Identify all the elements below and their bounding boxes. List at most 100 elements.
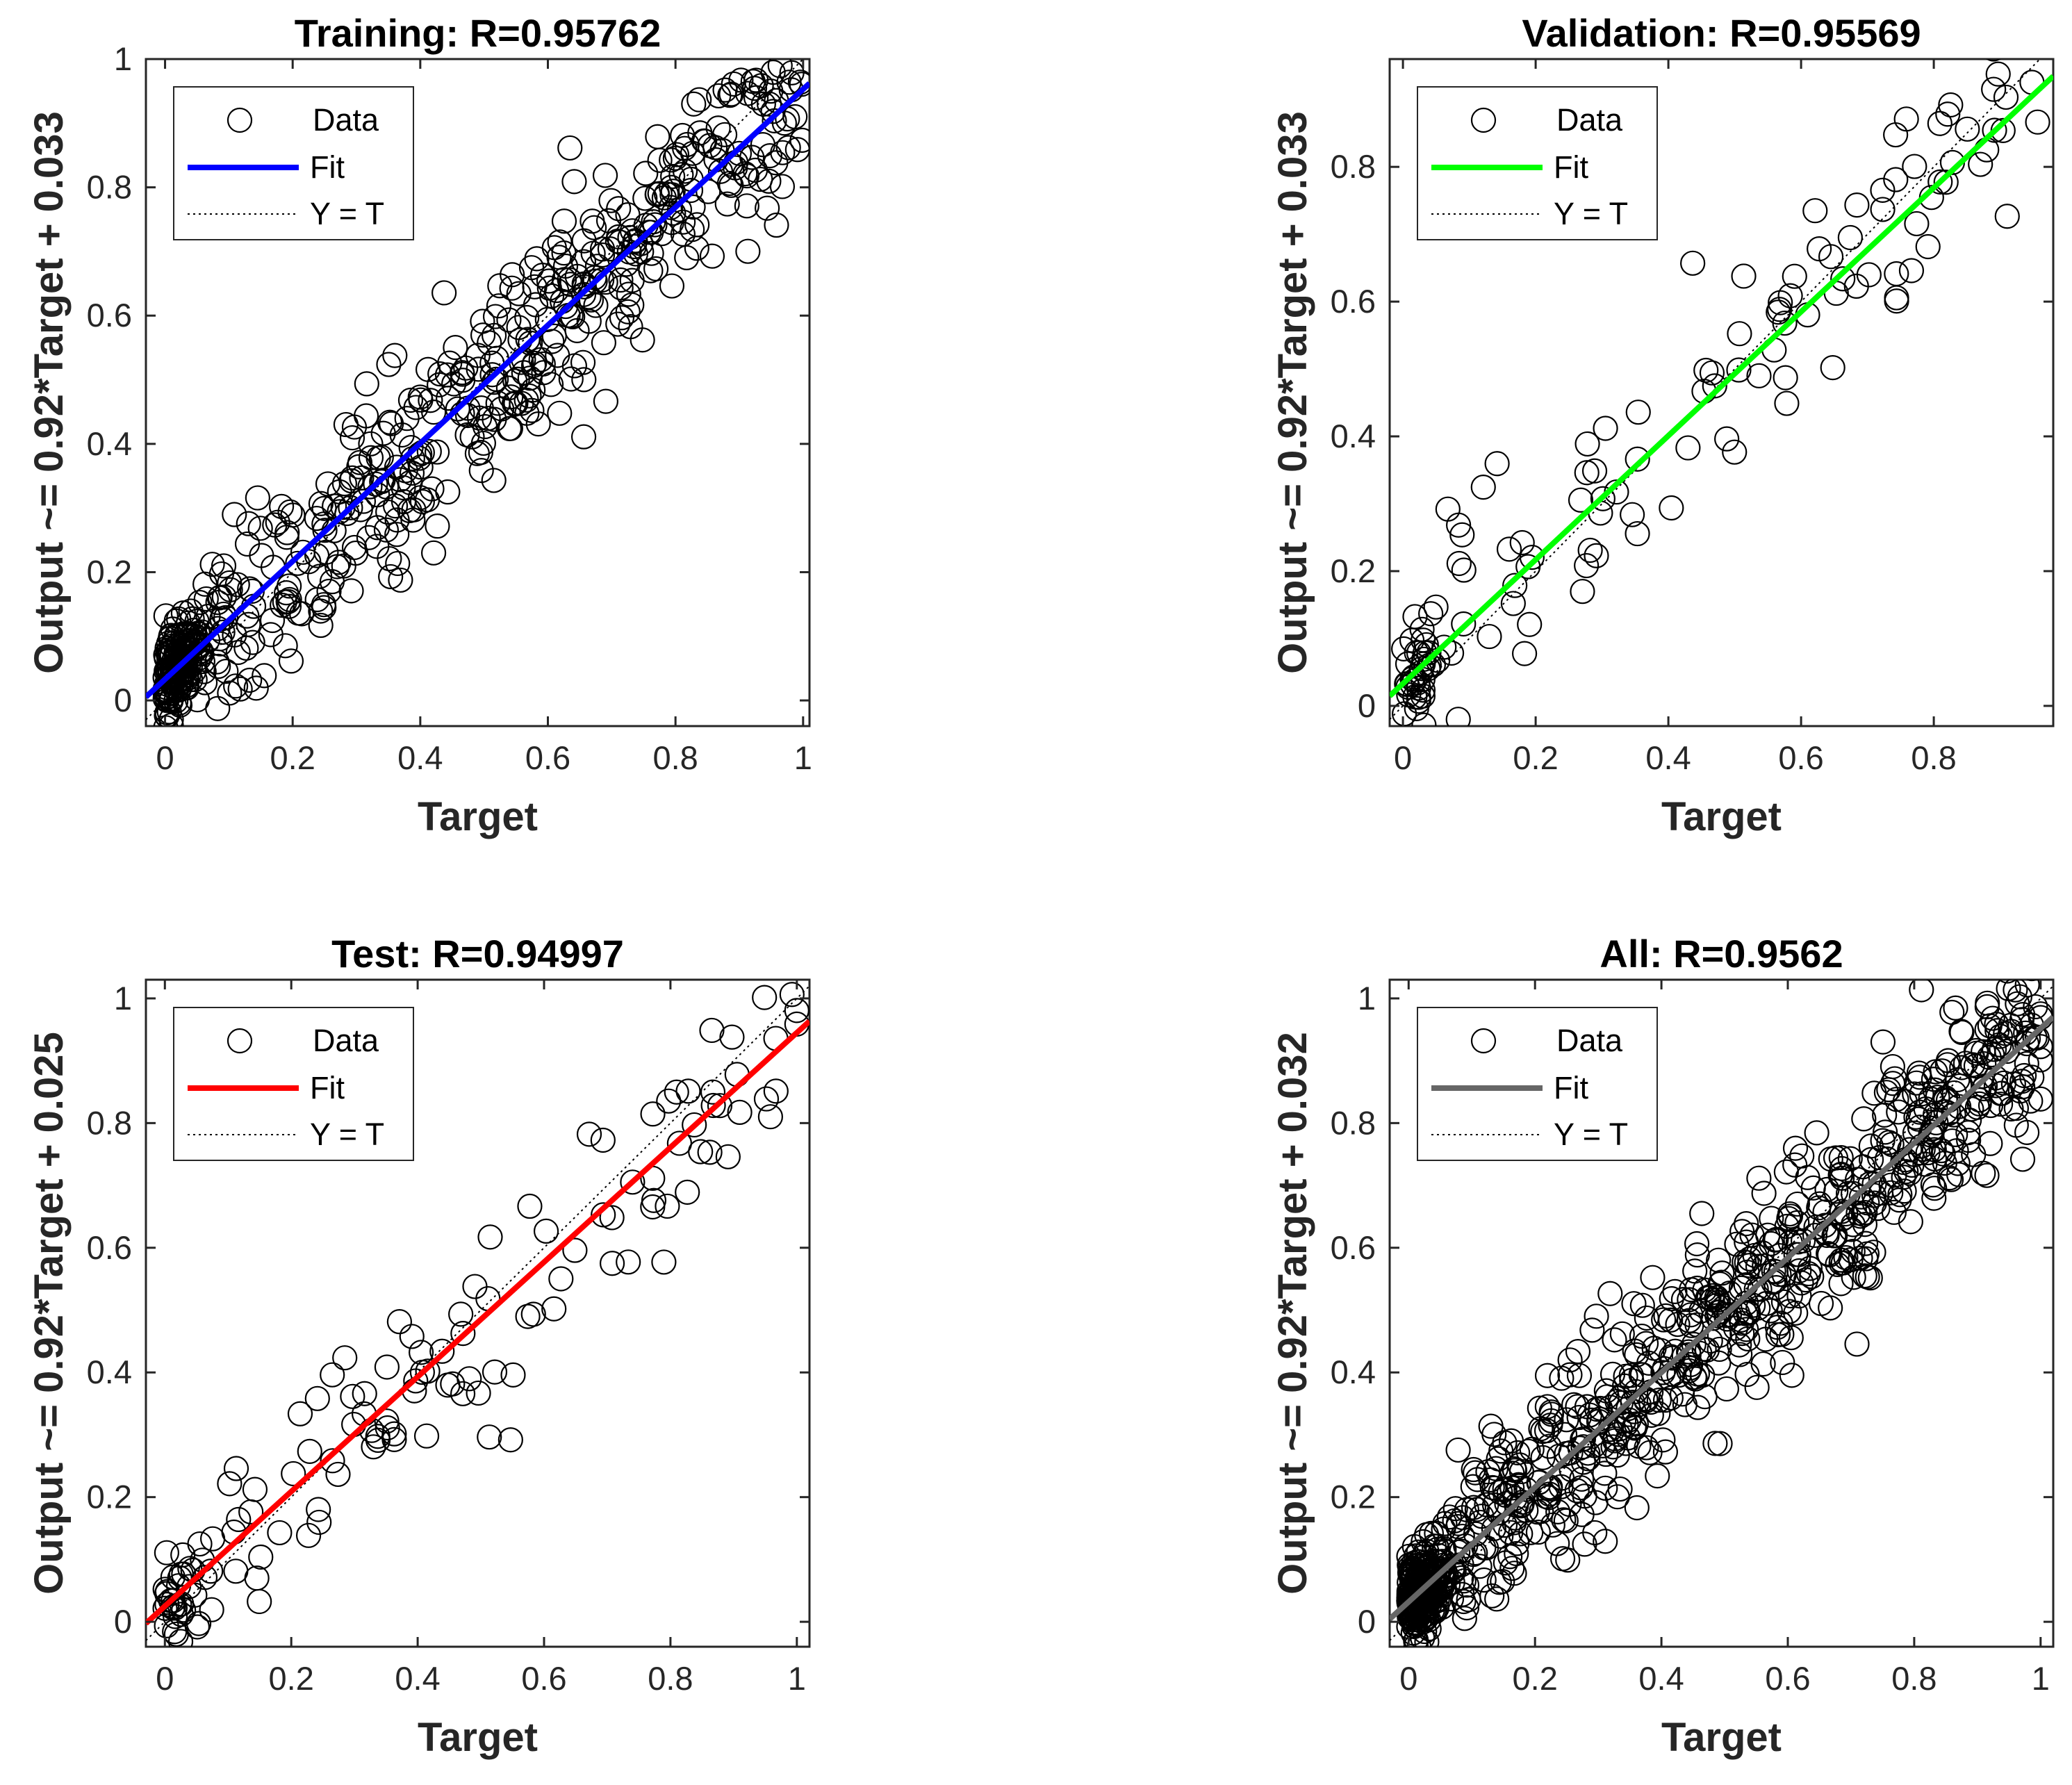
y-tick-label: 0.8 <box>87 169 132 206</box>
x-tick-label: 0.6 <box>1778 739 1823 776</box>
y-tick-label: 0.4 <box>87 425 132 462</box>
y-tick-label: 0.4 <box>1331 418 1376 454</box>
data-point <box>171 1597 197 1623</box>
data-point <box>1600 1434 1626 1460</box>
data-point <box>1830 266 1856 292</box>
data-point <box>468 458 494 484</box>
data-point <box>1736 1253 1762 1278</box>
data-point <box>1621 1291 1647 1317</box>
data-point <box>580 240 606 266</box>
chart-title: Test: R=0.94997 <box>331 932 624 976</box>
x-tick-label: 1 <box>794 739 812 776</box>
data-point <box>281 1461 306 1487</box>
y-tick-label: 0.4 <box>87 1354 132 1390</box>
data-point <box>1597 1281 1623 1306</box>
data-point <box>415 1358 441 1384</box>
data-point <box>1893 1159 1919 1185</box>
data-point <box>384 507 410 533</box>
legend: Data Fit Y = T <box>1417 86 1658 240</box>
y-tick-label: 0.6 <box>1331 1229 1376 1266</box>
data-point <box>1646 1388 1672 1413</box>
data-point <box>700 1092 726 1119</box>
data-point <box>1574 460 1600 486</box>
data-point <box>227 676 253 702</box>
data-point <box>1566 1404 1592 1431</box>
data-point <box>152 1595 178 1621</box>
x-tick-label: 0.4 <box>395 1660 440 1697</box>
data-point <box>2007 935 2030 958</box>
legend-fit-label: Fit <box>1554 149 1588 185</box>
data-point <box>1401 1604 1426 1629</box>
data-point <box>615 299 641 324</box>
data-point <box>1467 1554 1493 1579</box>
data-point <box>1584 543 1609 568</box>
data-point <box>1782 1152 1808 1178</box>
data-point <box>1818 244 1844 270</box>
data-point <box>1625 446 1650 472</box>
data-point <box>1705 1287 1731 1313</box>
data-point <box>1624 1495 1650 1521</box>
data-point <box>1488 1479 1513 1505</box>
data-point <box>2024 1025 2050 1051</box>
data-point <box>1873 1119 1898 1145</box>
data-point <box>1484 1586 1510 1612</box>
data-point <box>1488 1523 1514 1549</box>
data-point <box>198 1558 224 1584</box>
data-point <box>1861 1183 1887 1208</box>
data-point <box>290 539 316 565</box>
data-point <box>1770 1349 1795 1376</box>
data-point <box>217 1471 242 1497</box>
data-point <box>1853 1246 1879 1272</box>
data-point <box>570 424 597 450</box>
data-point <box>541 1296 567 1322</box>
data-point <box>308 491 334 516</box>
data-point <box>741 75 768 101</box>
data-point <box>354 371 379 397</box>
data-point <box>1912 1151 1938 1177</box>
data-point <box>1988 1091 2014 1117</box>
data-point <box>262 512 288 538</box>
data-point <box>1717 1281 1743 1306</box>
data-point <box>1922 1176 1948 1201</box>
data-point <box>592 163 618 188</box>
data-point <box>671 209 696 235</box>
data-point <box>1714 426 1740 452</box>
data-point <box>1526 1470 1552 1495</box>
data-point <box>1538 1412 1563 1438</box>
data-point <box>692 129 718 154</box>
data-point <box>1823 1145 1849 1171</box>
data-point <box>1744 1374 1770 1400</box>
data-point <box>482 1359 508 1385</box>
legend-identity-label: Y = T <box>310 196 384 231</box>
panel-all: 0 0.2 0.4 0.6 0.8 1 0 0.2 0.4 0.6 0.8 1 All: R=0.956… <box>1270 932 2055 1760</box>
data-point <box>1828 1271 1854 1297</box>
data-point <box>1746 1165 1772 1191</box>
data-point <box>1461 1456 1486 1483</box>
data-point <box>1777 1203 1804 1229</box>
data-point <box>1774 1213 1800 1240</box>
data-point <box>1745 1295 1771 1321</box>
data-point <box>1629 1292 1655 1318</box>
data-point <box>734 193 759 219</box>
data-point <box>1634 1435 1659 1461</box>
data-point <box>1453 1533 1479 1558</box>
data-point <box>1757 1298 1783 1324</box>
data-point <box>388 567 413 593</box>
data-point <box>470 430 496 456</box>
data-point <box>1570 1426 1595 1452</box>
data-point <box>1431 1516 1456 1542</box>
data-point <box>306 1497 331 1522</box>
data-point <box>252 663 277 689</box>
data-point <box>1451 557 1477 583</box>
data-point <box>1784 1191 1811 1217</box>
data-point <box>1460 1474 1486 1499</box>
data-point <box>1581 458 1608 484</box>
data-point <box>1795 1165 1820 1190</box>
data-point <box>2023 994 2048 1020</box>
data-point <box>509 390 534 416</box>
data-point <box>699 243 725 269</box>
data-point <box>326 550 352 575</box>
data-point <box>541 235 567 261</box>
y-axis-label: Output ~= 0.92*Target + 0.033 <box>26 111 72 674</box>
data-point <box>1499 1461 1525 1486</box>
